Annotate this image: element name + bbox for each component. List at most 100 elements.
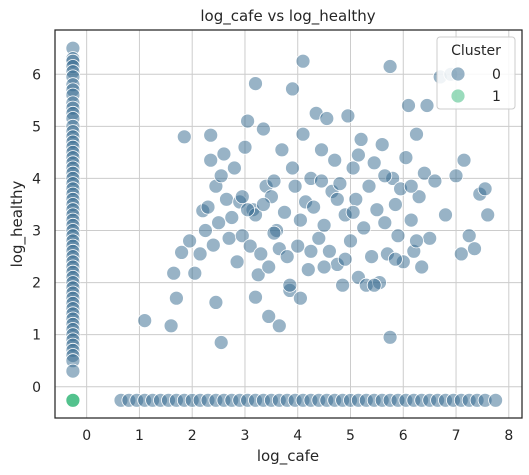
data-point-cluster-0 bbox=[448, 168, 464, 184]
data-point-cluster-0 bbox=[345, 160, 361, 176]
data-point-cluster-0 bbox=[261, 308, 277, 324]
data-point-cluster-0 bbox=[261, 259, 277, 275]
y-tick-labels: 0 1 2 3 4 5 6 bbox=[32, 67, 41, 395]
data-point-cluster-0 bbox=[290, 238, 306, 254]
data-point-cluster-0 bbox=[366, 155, 382, 171]
x-tick-label: 1 bbox=[135, 428, 144, 444]
x-tick-label: 7 bbox=[452, 428, 461, 444]
data-point-cluster-0 bbox=[401, 98, 416, 113]
x-tick-label: 3 bbox=[241, 428, 250, 444]
data-point-cluster-0 bbox=[422, 230, 438, 246]
x-tick-label: 0 bbox=[82, 428, 91, 444]
data-point-cluster-0 bbox=[229, 254, 245, 270]
data-point-cluster-0 bbox=[274, 142, 290, 158]
data-point-cluster-0 bbox=[316, 217, 332, 233]
data-point-cluster-0 bbox=[416, 165, 432, 181]
data-point-cluster-0 bbox=[163, 318, 179, 334]
data-point-cluster-0 bbox=[303, 243, 319, 259]
data-point-cluster-0 bbox=[409, 126, 424, 142]
legend-label-cluster-1: 1 bbox=[492, 89, 501, 105]
y-tick-label: 4 bbox=[32, 171, 41, 187]
data-point-cluster-0 bbox=[414, 259, 430, 275]
data-point-cluster-0 bbox=[255, 197, 271, 212]
y-tick-label: 2 bbox=[32, 276, 41, 292]
data-point-cluster-0 bbox=[219, 191, 234, 207]
data-point-cluster-0 bbox=[216, 146, 232, 162]
data-point-cluster-0 bbox=[335, 277, 351, 293]
data-point-cluster-0 bbox=[427, 173, 443, 189]
data-point-cluster-0 bbox=[240, 113, 256, 129]
data-point-cluster-0 bbox=[387, 251, 403, 267]
data-point-cluster-0 bbox=[337, 251, 353, 267]
data-point-cluster-0 bbox=[292, 290, 308, 306]
data-point-cluster-0 bbox=[321, 243, 337, 259]
data-point-cluster-0 bbox=[295, 53, 311, 69]
data-point-cluster-0 bbox=[285, 160, 300, 176]
data-point-cluster-0 bbox=[137, 313, 153, 329]
data-points bbox=[65, 40, 504, 408]
data-point-cluster-0 bbox=[208, 294, 224, 310]
data-point-cluster-0 bbox=[480, 207, 496, 223]
data-point-cluster-0 bbox=[282, 277, 298, 293]
y-tick-label: 5 bbox=[32, 119, 41, 135]
data-point-cluster-0 bbox=[250, 267, 266, 283]
data-point-cluster-0 bbox=[234, 189, 250, 205]
data-point-cluster-0 bbox=[343, 233, 358, 249]
y-tick-label: 0 bbox=[32, 380, 41, 396]
data-point-cluster-0 bbox=[438, 207, 453, 223]
data-point-cluster-0 bbox=[348, 191, 364, 207]
data-point-cluster-0 bbox=[314, 173, 329, 189]
data-point-cluster-0 bbox=[266, 173, 282, 189]
x-tick-label: 2 bbox=[188, 428, 197, 444]
data-point-cluster-0 bbox=[240, 202, 256, 218]
data-point-cluster-0 bbox=[285, 81, 300, 97]
legend: Cluster 0 1 bbox=[436, 36, 516, 110]
data-point-cluster-0 bbox=[237, 139, 253, 155]
data-point-cluster-0 bbox=[382, 59, 398, 74]
legend-marker-cluster-0 bbox=[450, 66, 466, 82]
data-point-cluster-0 bbox=[248, 76, 263, 91]
data-point-cluster-0 bbox=[316, 259, 332, 275]
x-axis-label: log_cafe bbox=[257, 447, 319, 466]
data-point-cluster-0 bbox=[174, 244, 190, 260]
data-point-cluster-0 bbox=[255, 121, 271, 137]
data-point-cluster-0 bbox=[461, 228, 477, 244]
data-point-cluster-0 bbox=[382, 329, 398, 345]
data-point-cluster-0 bbox=[319, 111, 335, 126]
data-point-cluster-0 bbox=[329, 191, 345, 207]
data-point-cluster-0 bbox=[403, 178, 419, 194]
x-tick-label: 4 bbox=[293, 428, 302, 444]
chart-title: log_cafe vs log_healthy bbox=[200, 7, 375, 26]
data-point-cluster-0 bbox=[340, 108, 356, 124]
data-point-cluster-0 bbox=[306, 199, 322, 215]
data-point-cluster-0 bbox=[224, 210, 240, 225]
data-point-cluster-0 bbox=[353, 131, 369, 147]
data-point-cluster-0 bbox=[205, 237, 221, 253]
data-point-cluster-0 bbox=[253, 246, 269, 262]
data-point-cluster-0 bbox=[361, 178, 377, 194]
data-point-cluster-0 bbox=[292, 212, 308, 228]
data-point-cluster-0 bbox=[356, 220, 372, 236]
data-point-cluster-0 bbox=[203, 152, 219, 168]
data-point-cluster-0 bbox=[295, 126, 311, 142]
data-point-cluster-0 bbox=[477, 181, 493, 197]
data-point-cluster-0 bbox=[203, 127, 219, 143]
y-tick-label: 1 bbox=[32, 328, 41, 344]
data-point-cluster-0 bbox=[213, 335, 229, 350]
x-tick-labels: 0 1 2 3 4 5 6 7 8 bbox=[82, 428, 513, 444]
legend-title: Cluster bbox=[451, 43, 501, 59]
data-point-cluster-0 bbox=[488, 392, 504, 408]
data-point-cluster-0 bbox=[279, 249, 295, 265]
data-point-cluster-0 bbox=[369, 202, 385, 218]
data-point-cluster-0 bbox=[287, 178, 303, 194]
data-point-cluster-0 bbox=[377, 168, 393, 184]
data-point-cluster-0 bbox=[387, 197, 403, 212]
data-point-cluster-0 bbox=[197, 223, 213, 238]
data-point-cluster-0 bbox=[176, 129, 192, 145]
data-point-cluster-0 bbox=[366, 277, 382, 293]
data-point-cluster-0 bbox=[266, 225, 282, 241]
data-point-cluster-0 bbox=[242, 238, 258, 254]
data-point-cluster-0 bbox=[192, 246, 208, 262]
data-point-cluster-0 bbox=[419, 98, 435, 113]
